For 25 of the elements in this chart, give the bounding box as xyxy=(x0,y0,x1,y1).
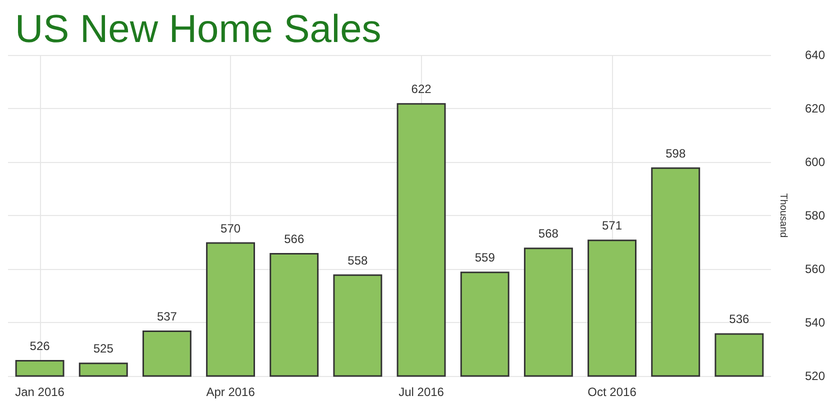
x-tick-label: Jul 2016 xyxy=(398,385,444,399)
x-tick-label: Jan 2016 xyxy=(15,385,65,399)
x-tick-label: Oct 2016 xyxy=(588,385,637,399)
y-axis-title: Thousand xyxy=(777,193,788,238)
data-label: 622 xyxy=(411,82,432,96)
y-tick-label: 520 xyxy=(804,369,826,383)
chart-title: US New Home Sales xyxy=(15,8,382,51)
y-tick-label: 540 xyxy=(804,316,826,330)
data-label: 559 xyxy=(474,250,496,265)
y-tick-label: 560 xyxy=(804,262,826,276)
x-tick-label: Apr 2016 xyxy=(206,385,256,399)
data-label: 570 xyxy=(220,221,241,236)
data-label: 536 xyxy=(729,312,750,326)
y-tick-label: 620 xyxy=(804,102,826,116)
data-label: 566 xyxy=(284,232,304,246)
data-label: 537 xyxy=(156,310,178,324)
data-label: 598 xyxy=(666,146,686,160)
y-tick-label: 640 xyxy=(804,48,826,62)
data-label: 571 xyxy=(602,218,622,233)
y-tick-label: 600 xyxy=(804,155,826,169)
data-label: 525 xyxy=(93,342,114,356)
data-label: 558 xyxy=(348,253,368,268)
y-tick-label: 580 xyxy=(804,208,826,222)
data-label: 526 xyxy=(30,338,50,353)
data-label: 568 xyxy=(538,226,559,241)
